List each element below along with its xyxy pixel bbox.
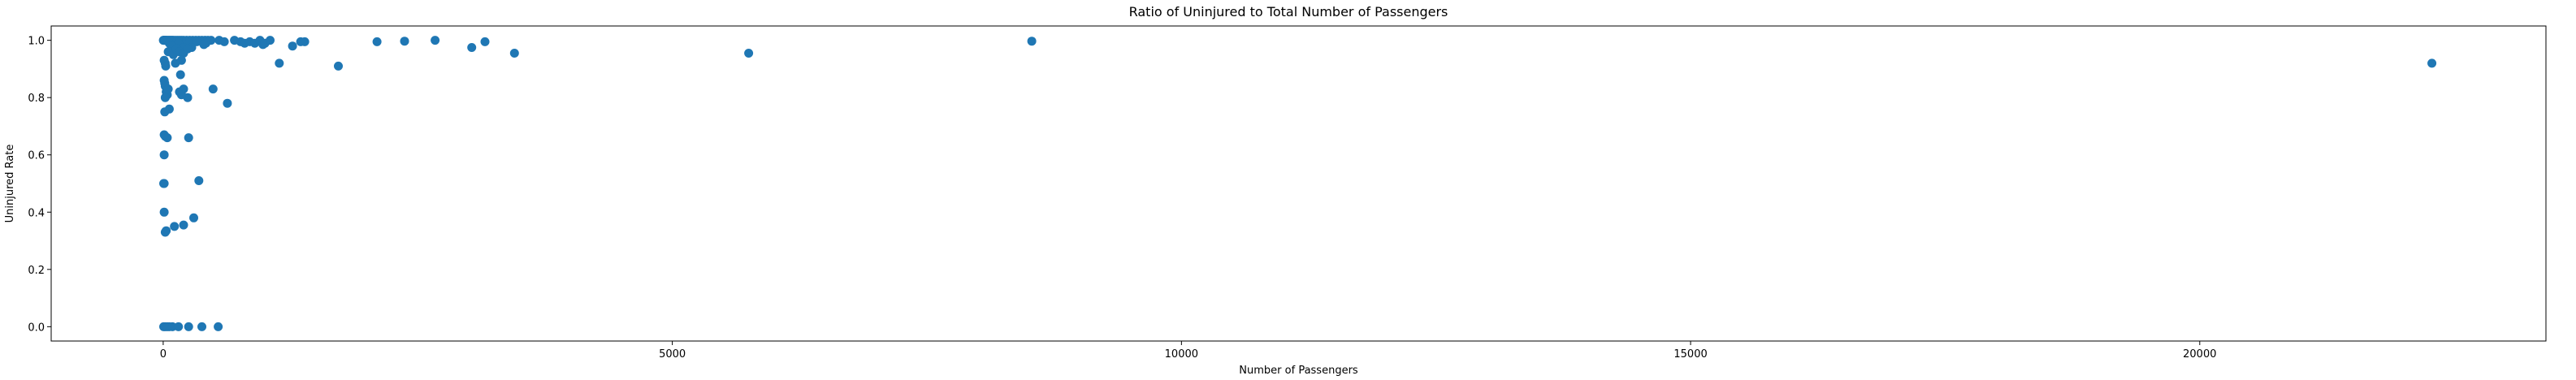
data-point xyxy=(184,133,193,143)
data-point xyxy=(192,37,201,46)
data-point xyxy=(162,133,172,143)
points-layer xyxy=(158,36,2437,331)
x-tick-label: 5000 xyxy=(659,348,686,361)
data-point xyxy=(174,322,184,331)
data-point xyxy=(208,84,218,94)
x-tick-label: 15000 xyxy=(1673,348,1707,361)
data-point xyxy=(159,150,169,160)
data-point xyxy=(170,222,180,231)
data-point xyxy=(162,226,171,235)
data-point xyxy=(183,93,193,102)
y-tick-label: 1.0 xyxy=(28,36,45,48)
y-tick-label: 0.4 xyxy=(28,207,45,219)
data-point xyxy=(1027,37,1037,46)
data-point xyxy=(189,213,198,222)
x-tick-label: 10000 xyxy=(1165,348,1198,361)
data-point xyxy=(199,40,209,50)
data-point xyxy=(334,61,343,71)
data-point xyxy=(163,84,173,94)
data-point xyxy=(197,322,206,331)
x-tick-label: 0 xyxy=(160,348,167,361)
data-point xyxy=(275,58,284,68)
y-tick-label: 0.0 xyxy=(28,322,45,334)
y-axis-ticks: 0.0 0.2 0.4 0.6 0.8 1.0 xyxy=(28,36,51,334)
y-tick-label: 0.8 xyxy=(28,93,45,105)
data-point xyxy=(300,37,310,46)
data-point xyxy=(159,207,169,217)
data-point xyxy=(183,44,193,54)
y-tick-label: 0.6 xyxy=(28,150,45,162)
data-point xyxy=(2427,58,2437,68)
data-point xyxy=(431,36,440,45)
data-point xyxy=(171,58,180,68)
data-point xyxy=(744,49,754,58)
data-point xyxy=(400,37,409,46)
x-axis-ticks: 0 5000 10000 15000 20000 xyxy=(160,341,2217,361)
data-point xyxy=(179,220,188,230)
data-point xyxy=(184,322,193,331)
data-point xyxy=(288,41,297,51)
plot-area-frame xyxy=(50,25,2547,342)
y-tick-label: 0.2 xyxy=(28,265,45,277)
data-point xyxy=(467,43,477,52)
data-point xyxy=(194,176,204,185)
data-point xyxy=(214,322,223,331)
data-point xyxy=(175,70,185,80)
data-point xyxy=(372,37,382,46)
data-point xyxy=(509,49,519,58)
chart-title: Ratio of Uninjured to Total Number of Pa… xyxy=(1129,4,1448,19)
data-point xyxy=(160,93,170,102)
data-point xyxy=(160,107,170,117)
data-point xyxy=(159,179,169,188)
x-tick-label: 20000 xyxy=(2183,348,2216,361)
y-axis-label: Uninjured Rate xyxy=(4,145,16,223)
x-axis-label: Number of Passengers xyxy=(1239,365,1358,377)
data-point xyxy=(161,61,171,71)
data-point xyxy=(266,36,275,45)
data-point xyxy=(223,98,232,108)
data-point xyxy=(219,37,229,46)
data-point xyxy=(480,37,490,46)
